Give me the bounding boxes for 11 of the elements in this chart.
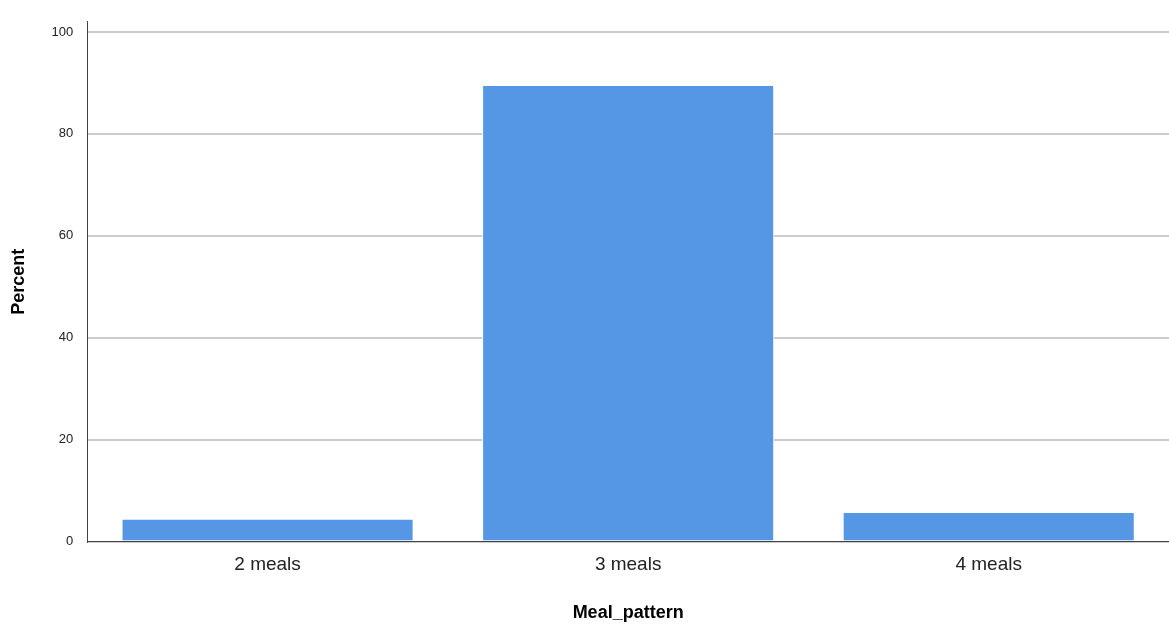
x-tick-label: 2 meals xyxy=(234,553,301,575)
y-tick-label: 80 xyxy=(58,125,74,141)
y-tick-label: 20 xyxy=(58,431,74,447)
x-axis-title: Meal_pattern xyxy=(572,602,684,623)
x-tick-label: 3 meals xyxy=(594,553,662,575)
y-tick-label: 100 xyxy=(51,23,74,39)
y-tick-label: 0 xyxy=(66,533,74,549)
x-tick-label: 4 meals xyxy=(955,553,1022,575)
y-axis-title: Percent xyxy=(7,248,28,315)
y-tick-label: 60 xyxy=(58,227,74,243)
y-tick-label: 40 xyxy=(58,329,74,345)
